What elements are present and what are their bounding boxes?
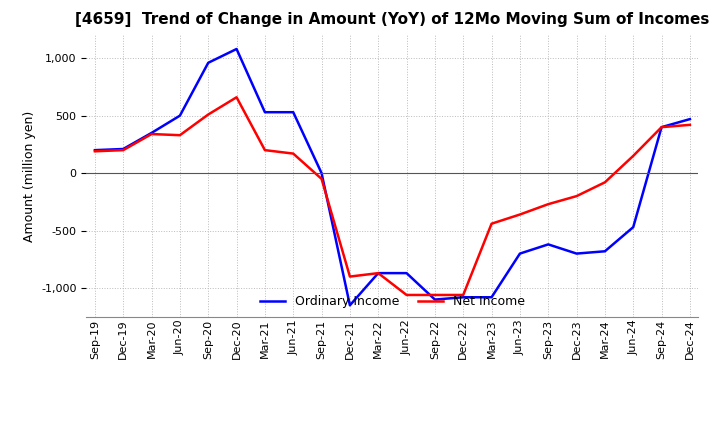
Line: Net Income: Net Income bbox=[95, 97, 690, 295]
Ordinary Income bbox=[289, 110, 297, 115]
Ordinary Income bbox=[176, 113, 184, 118]
Ordinary Income bbox=[119, 147, 127, 152]
Ordinary Income bbox=[657, 125, 666, 130]
Net Income bbox=[600, 180, 609, 185]
Net Income bbox=[431, 292, 439, 297]
Ordinary Income bbox=[318, 170, 326, 176]
Net Income bbox=[148, 132, 156, 137]
Ordinary Income bbox=[204, 60, 212, 66]
Ordinary Income bbox=[346, 303, 354, 308]
Title: [4659]  Trend of Change in Amount (YoY) of 12Mo Moving Sum of Incomes: [4659] Trend of Change in Amount (YoY) o… bbox=[75, 12, 710, 27]
Net Income bbox=[204, 112, 212, 117]
Net Income bbox=[374, 271, 382, 276]
Ordinary Income bbox=[572, 251, 581, 256]
Net Income bbox=[516, 212, 524, 217]
Net Income bbox=[261, 147, 269, 153]
Net Income bbox=[657, 125, 666, 130]
Net Income bbox=[459, 292, 467, 297]
Ordinary Income bbox=[487, 295, 496, 300]
Net Income bbox=[544, 202, 552, 207]
Net Income bbox=[289, 151, 297, 156]
Net Income bbox=[685, 122, 694, 128]
Ordinary Income bbox=[233, 46, 241, 51]
Ordinary Income bbox=[148, 130, 156, 136]
Ordinary Income bbox=[516, 251, 524, 256]
Ordinary Income bbox=[91, 147, 99, 153]
Net Income bbox=[91, 149, 99, 154]
Net Income bbox=[487, 221, 496, 226]
Net Income bbox=[119, 147, 127, 153]
Net Income bbox=[629, 153, 637, 158]
Net Income bbox=[402, 292, 411, 297]
Ordinary Income bbox=[431, 297, 439, 302]
Y-axis label: Amount (million yen): Amount (million yen) bbox=[22, 110, 35, 242]
Ordinary Income bbox=[402, 271, 411, 276]
Net Income bbox=[572, 194, 581, 199]
Legend: Ordinary Income, Net Income: Ordinary Income, Net Income bbox=[255, 290, 530, 313]
Ordinary Income bbox=[629, 224, 637, 230]
Ordinary Income bbox=[261, 110, 269, 115]
Ordinary Income bbox=[544, 242, 552, 247]
Ordinary Income bbox=[685, 117, 694, 122]
Ordinary Income bbox=[374, 271, 382, 276]
Net Income bbox=[176, 132, 184, 138]
Net Income bbox=[318, 176, 326, 182]
Net Income bbox=[346, 274, 354, 279]
Net Income bbox=[233, 95, 241, 100]
Ordinary Income bbox=[600, 249, 609, 254]
Ordinary Income bbox=[459, 295, 467, 300]
Line: Ordinary Income: Ordinary Income bbox=[95, 49, 690, 305]
